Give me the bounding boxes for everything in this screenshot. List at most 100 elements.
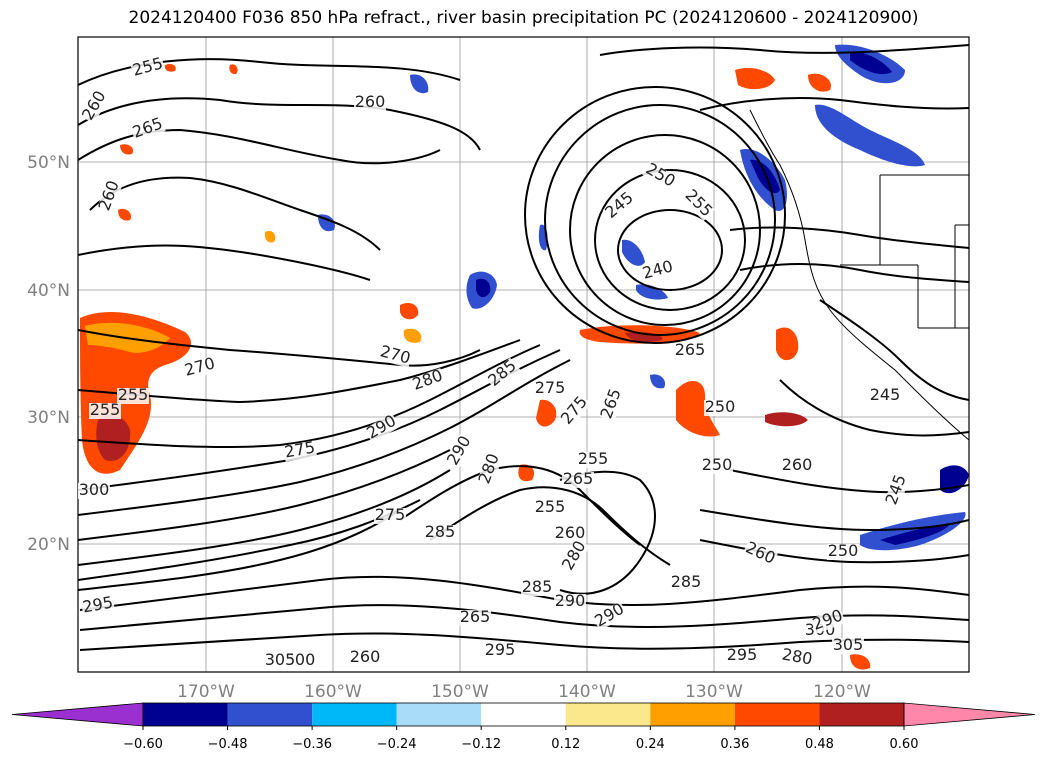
- colorbar-bin: [481, 703, 566, 726]
- lon-label-170w: 170°W: [177, 682, 235, 702]
- contour-label-bg: [117, 388, 149, 404]
- contour-label-bg: [364, 413, 400, 443]
- contour-label-bg: [97, 178, 123, 214]
- contour-label-bg: [282, 440, 318, 462]
- latitude-labels: 50°N 40°N 30°N 20°N: [27, 153, 70, 555]
- contour-label-bg: [484, 643, 516, 659]
- contour-label: 255: [90, 400, 121, 419]
- colorbar-tick-label: −0.48: [208, 737, 248, 752]
- contour-label: 260: [350, 647, 381, 666]
- contour-label-bg: [374, 508, 406, 524]
- lon-label-120w: 120°W: [813, 682, 871, 702]
- contour-label-bg: [701, 458, 733, 474]
- contour-label: 255: [118, 385, 149, 404]
- contour-label-bg: [424, 525, 456, 541]
- contour-label-bg: [562, 472, 594, 488]
- lat-label-40n: 40°N: [27, 281, 70, 301]
- contour-label: 305: [833, 635, 864, 654]
- contour-label: 285: [425, 522, 456, 541]
- contour-label-bg: [485, 357, 521, 391]
- contour-label-bg: [599, 386, 625, 422]
- contour-label-bg: [577, 452, 609, 468]
- lat-label-20n: 20°N: [27, 535, 70, 555]
- lon-label-150w: 150°W: [431, 682, 489, 702]
- contour-label: 265: [563, 469, 594, 488]
- contour-label: 245: [870, 385, 901, 404]
- lat-label-50n: 50°N: [27, 153, 70, 173]
- colorbar-bin: [396, 703, 482, 726]
- contour-label-bg: [869, 388, 901, 404]
- contour-label: 260: [782, 455, 813, 474]
- contour-label-bg: [377, 344, 413, 368]
- contour-label: 285: [522, 577, 553, 596]
- contour-label-bg: [78, 483, 110, 499]
- map-border: [77, 36, 970, 673]
- coastline-borders: [749, 109, 969, 441]
- contour-label-bg: [726, 648, 758, 664]
- graticule: [78, 37, 969, 672]
- contour-label-bg: [349, 650, 381, 666]
- contour-label-bg: [459, 610, 491, 626]
- contour-label-bg: [80, 595, 116, 617]
- contour-label: 265: [675, 340, 706, 359]
- lon-label-130w: 130°W: [685, 682, 743, 702]
- contour-label-bg: [640, 259, 676, 283]
- colorbar-bin: [312, 703, 397, 726]
- contour-label-bg: [182, 356, 218, 380]
- map-plot-area: [78, 37, 969, 672]
- colorbar-tick-label: −0.60: [123, 737, 163, 752]
- colorbar-tick-label: 0.60: [890, 737, 919, 752]
- contour-label: 250: [702, 455, 733, 474]
- contour-label-bg: [554, 594, 586, 610]
- contour-label-bg: [354, 95, 386, 111]
- colorbar-tick-label: 0.12: [551, 737, 580, 752]
- contour-label-bg: [827, 544, 859, 560]
- contour-label-bg: [642, 161, 678, 191]
- colorbar-bin: [734, 703, 820, 726]
- colorbar-tick-label: −0.24: [377, 737, 417, 752]
- contour-label-bg: [884, 472, 910, 508]
- contour-label-bg: [592, 601, 628, 631]
- contour-label-bg: [410, 368, 446, 394]
- contour-label-bg: [445, 433, 475, 469]
- contour-label: 295: [485, 640, 516, 659]
- contour-label-bg: [558, 393, 592, 429]
- colorbar-border: [142, 702, 905, 727]
- contour-label-bg: [560, 538, 590, 574]
- contour-label-bg: [89, 403, 121, 419]
- colorbar-extend-high: [903, 702, 1036, 727]
- contour-label-bg: [704, 400, 736, 416]
- contour-label: 305: [265, 650, 296, 669]
- colorbar-extend-low: [11, 702, 144, 727]
- contour-label-bg: [264, 653, 296, 669]
- colorbar-tick-label: −0.12: [461, 737, 501, 752]
- colorbar-bin: [819, 703, 904, 726]
- colorbar-bin: [650, 703, 735, 726]
- contour-label-bg: [674, 343, 706, 359]
- longitude-labels: 170°W 160°W 150°W 140°W 130°W 120°W: [177, 682, 871, 702]
- contour-label-bg: [681, 187, 715, 221]
- colorbar-tick-label: 0.48: [805, 737, 834, 752]
- contour-label-bg: [810, 608, 846, 634]
- lat-label-30n: 30°N: [27, 408, 70, 428]
- contour-label-bg: [80, 88, 110, 124]
- lon-label-160w: 160°W: [304, 682, 362, 702]
- contour-label: 255: [578, 449, 609, 468]
- contour-label-bg: [781, 458, 813, 474]
- contour-label: 300: [79, 480, 110, 499]
- contour-label-bg: [742, 539, 778, 569]
- contour-label: 260: [355, 92, 386, 111]
- contour-label-bg: [602, 189, 638, 223]
- contour-label: 260: [555, 523, 586, 542]
- contour-label-bg: [521, 580, 553, 596]
- contour-label-bg: [670, 575, 702, 591]
- contour-label: 255: [535, 497, 566, 516]
- colorbar-tick-label: −0.36: [292, 737, 332, 752]
- contour-label-bg: [554, 526, 586, 542]
- colorbar: −0.60 −0.48 −0.36 −0.24 −0.12 0.12 0.24 0.36 0.4…: [11, 702, 1036, 752]
- contour-label-bg: [534, 500, 566, 516]
- colorbar-tick-label: 0.24: [636, 737, 665, 752]
- contour-label: 285: [671, 572, 702, 591]
- contour-label-bg: [477, 451, 503, 487]
